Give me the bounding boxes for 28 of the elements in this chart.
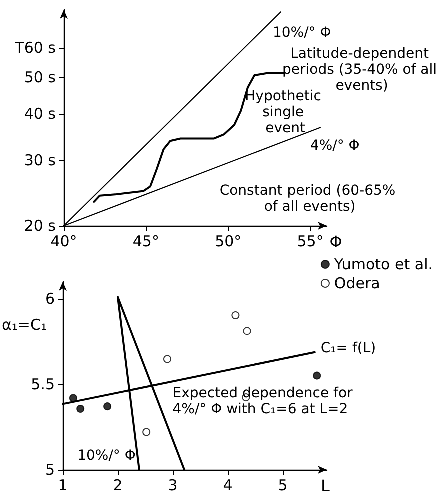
x-tick-label: 2 [113, 476, 123, 494]
annotation: Constant period (60-65% of all events) [220, 183, 400, 215]
x-axis-title: L [321, 476, 330, 496]
y-tick-label: 5 [45, 461, 55, 479]
y-tick-label: 6 [45, 290, 55, 308]
legend-label: Yumoto et al. [333, 256, 434, 274]
annotation: 4%/° Φ [310, 138, 360, 154]
x-tick-label: 3 [168, 476, 178, 494]
y-tick-label: 5.5 [31, 376, 55, 394]
annotation: Expected dependence for 4%/° Φ with C₁=6 at L=2 [172, 386, 358, 418]
y-axis-title: α₁=C₁ [2, 316, 47, 334]
y-tick-label: 20 s [24, 217, 56, 235]
x-tick-label: 4 [223, 476, 233, 494]
x-tick-label: 1 [58, 476, 68, 494]
y-tick-label: 40 s [24, 104, 56, 123]
x-tick-label: 45° [132, 232, 160, 250]
annotation: 10%/° Φ [78, 448, 136, 464]
x-tick-label: 5 [278, 476, 288, 494]
x-axis-title: Φ [330, 232, 342, 252]
legend-label: Odera [334, 274, 380, 292]
x-tick-label: 40° [50, 232, 78, 250]
annotation: C₁= f(L) [320, 340, 376, 356]
y-tick-label: 50 s [24, 68, 56, 87]
y-tick-label: 30 s [24, 151, 56, 170]
x-tick-label: 50° [215, 232, 242, 250]
annotation: 10%/° Φ [272, 25, 332, 42]
y-tick-label: T60 s [14, 39, 56, 58]
x-tick-label: 55° [297, 232, 324, 250]
